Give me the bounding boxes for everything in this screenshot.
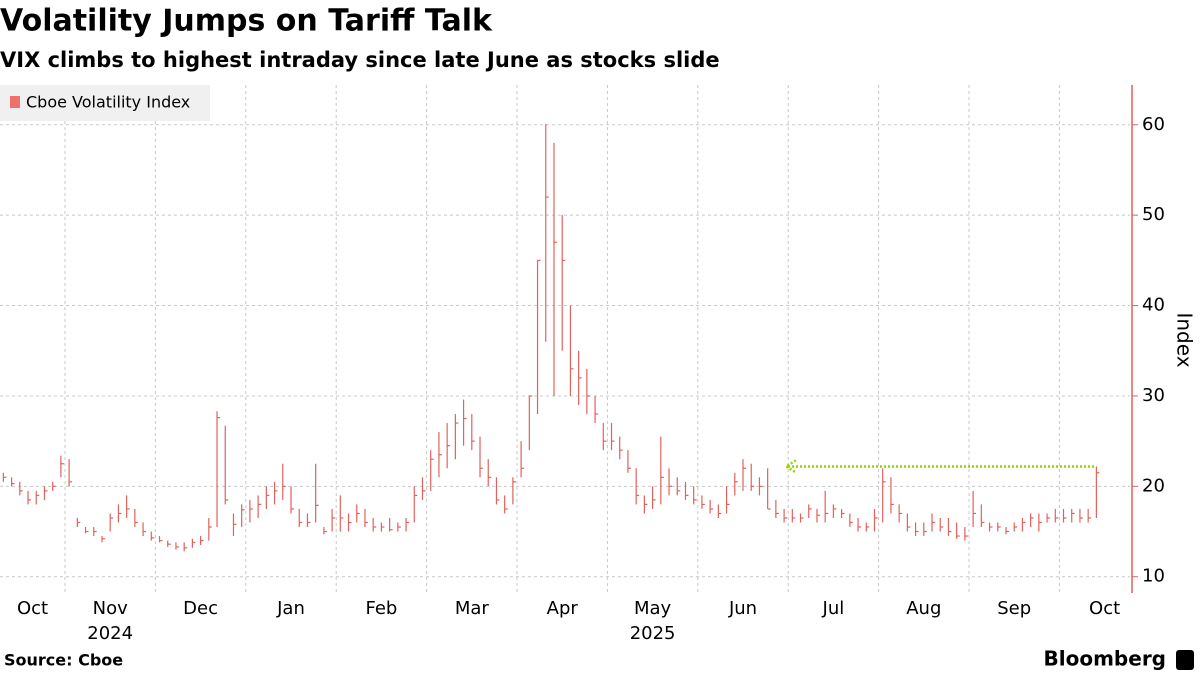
x-tick-label: Mar — [455, 598, 490, 619]
y-tick-label: 50 — [1142, 204, 1165, 225]
y-tick-label: 60 — [1142, 114, 1165, 135]
y-axis-label: Index — [1173, 312, 1197, 367]
year-label: 2024 — [87, 623, 133, 644]
legend-label: Cboe Volatility Index — [26, 93, 190, 112]
y-tick-label: 10 — [1142, 566, 1165, 587]
source: Source: Cboe — [4, 651, 123, 670]
y-tick-label: 30 — [1142, 385, 1165, 406]
brand-icon — [1176, 650, 1194, 670]
x-tick-label: Nov — [93, 598, 128, 619]
chart-subtitle: VIX climbs to highest intraday since lat… — [0, 48, 720, 72]
x-tick-label: May — [634, 598, 672, 619]
x-tick-label: Feb — [365, 598, 397, 619]
annotation-arrowhead — [783, 459, 797, 474]
legend-box — [0, 85, 210, 121]
x-tick-label: Apr — [547, 598, 579, 619]
x-tick-label: Oct — [1089, 598, 1120, 619]
x-tick-label: Jan — [276, 598, 305, 619]
x-tick-label: Sep — [997, 598, 1031, 619]
y-tick-label: 20 — [1142, 475, 1165, 496]
y-tick-label: 40 — [1142, 295, 1165, 316]
legend-swatch — [10, 96, 20, 108]
x-tick-label: Jul — [822, 598, 845, 619]
chart-title: Volatility Jumps on Tariff Talk — [0, 4, 493, 39]
x-tick-label: Jun — [728, 598, 757, 619]
year-label: 2025 — [630, 623, 676, 644]
brand: Bloomberg — [1044, 647, 1166, 671]
x-tick-label: Aug — [906, 598, 941, 619]
x-tick-label: Oct — [17, 598, 48, 619]
x-tick-label: Dec — [183, 598, 218, 619]
